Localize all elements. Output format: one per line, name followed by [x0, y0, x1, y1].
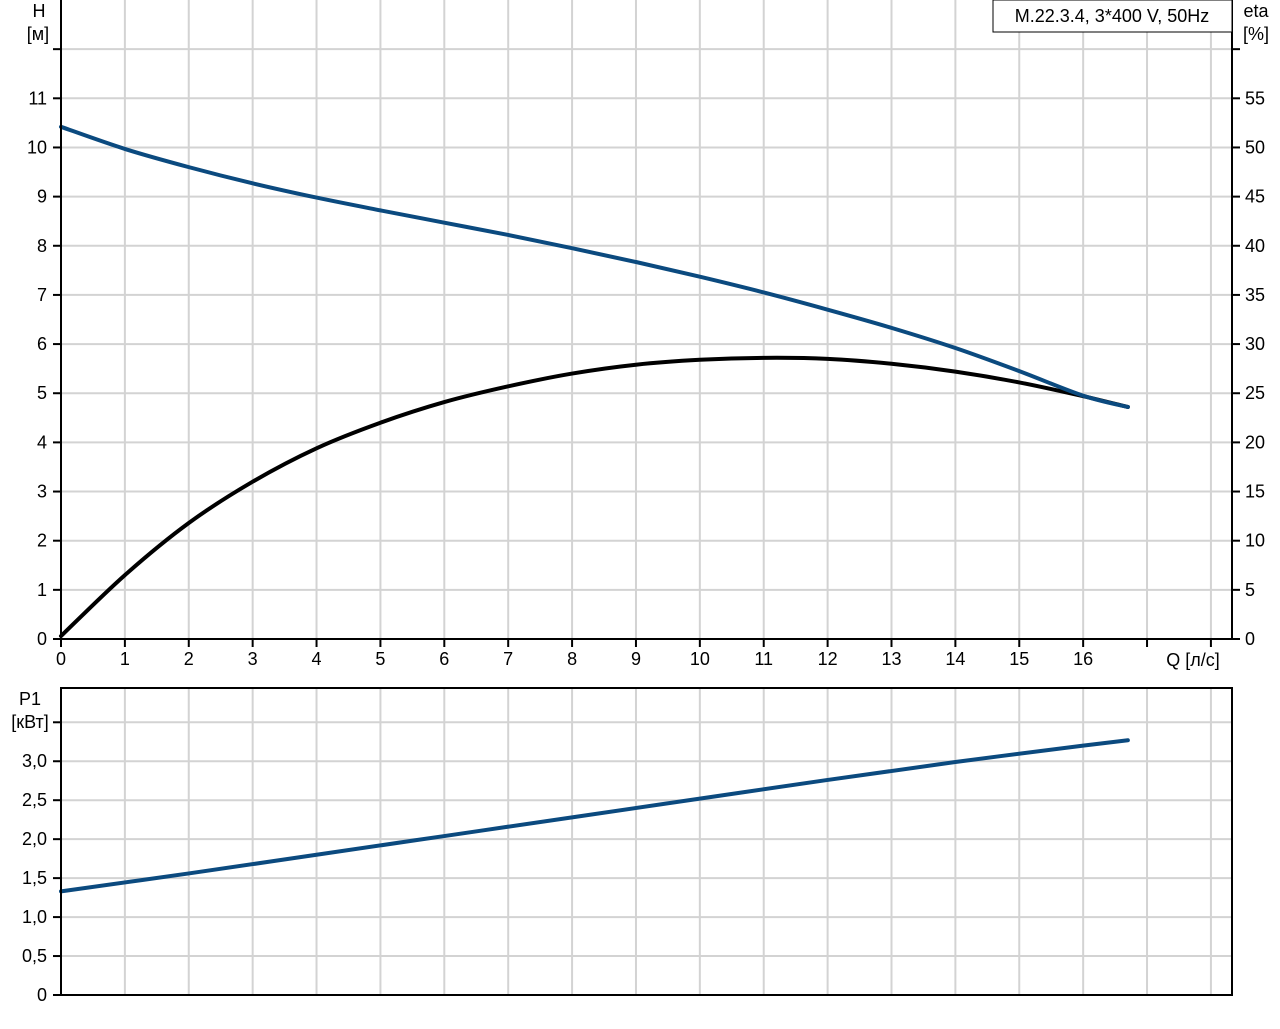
h-axis-unit: [м]: [27, 24, 49, 44]
h-tick-label: 9: [37, 187, 47, 207]
q-tick-label: 14: [945, 649, 965, 669]
eta-tick-label: 25: [1245, 383, 1265, 403]
h-tick-label: 8: [37, 236, 47, 256]
eta-tick-label: 15: [1245, 482, 1265, 502]
top-grid: [61, 0, 1232, 639]
p1-tick-label: 1,0: [22, 907, 47, 927]
h-tick-label: 3: [37, 482, 47, 502]
legend-text: M.22.3.4, 3*400 V, 50Hz: [1015, 6, 1209, 26]
h-tick-label: 6: [37, 334, 47, 354]
eta-tick-label: 0: [1245, 629, 1255, 649]
q-tick-label: 15: [1009, 649, 1029, 669]
p1-tick-label: 0: [37, 985, 47, 1005]
legend-box: [992, 0, 1233, 33]
q-axis-label: Q [л/с]: [1166, 650, 1220, 670]
p1-tick-label: 1,5: [22, 868, 47, 888]
q-tick-label: 1: [120, 649, 130, 669]
h-tick-label: 11: [28, 88, 47, 108]
eta-tick-label: 5: [1245, 580, 1255, 600]
p1-axis-unit: [кВт]: [11, 712, 49, 732]
h-tick-label: 10: [27, 137, 47, 157]
curves: [59, 124, 1130, 894]
q-tick-label: 0: [56, 649, 66, 669]
q-tick-label: 5: [375, 649, 385, 669]
eta-axis-unit: [%]: [1243, 24, 1269, 44]
p1-tick-label: 2,5: [22, 790, 47, 810]
eta-tick-label: 45: [1245, 187, 1265, 207]
head-curve: [59, 124, 1130, 409]
h-tick-label: 4: [37, 432, 47, 452]
q-tick-label: 4: [312, 649, 322, 669]
eta-tick-label: 55: [1245, 88, 1265, 108]
bottom-grid: [61, 688, 1232, 995]
h-axis-label: H: [33, 1, 46, 21]
eta-tick-label: 40: [1245, 236, 1265, 256]
h-tick-label: 1: [37, 580, 47, 600]
p1-axis-label: P1: [19, 689, 41, 709]
eta-tick-label: 50: [1245, 137, 1265, 157]
eta-tick-label: 30: [1245, 334, 1265, 354]
q-tick-label: 8: [567, 649, 577, 669]
q-tick-label: 7: [503, 649, 513, 669]
eta-tick-label: 35: [1245, 285, 1265, 305]
axes: [60, 0, 1233, 996]
q-tick-label: 16: [1073, 649, 1093, 669]
p1-tick-label: 0,5: [22, 946, 47, 966]
q-tick-label: 12: [818, 649, 838, 669]
p1-curve: [59, 738, 1130, 894]
eta-tick-label: 10: [1245, 531, 1265, 551]
q-tick-label: 13: [881, 649, 901, 669]
h-tick-label: 2: [37, 531, 47, 551]
q-tick-label: 3: [248, 649, 258, 669]
eta-axis-label: eta: [1243, 1, 1269, 21]
h-tick-label: 7: [37, 285, 47, 305]
q-tick-label: 2: [184, 649, 194, 669]
p1-tick-label: 3,0: [22, 751, 47, 771]
q-tick-label: 6: [439, 649, 449, 669]
eta-curve: [59, 355, 1130, 639]
q-tick-label: 9: [631, 649, 641, 669]
p1-tick-label: 2,0: [22, 829, 47, 849]
p1-plot-frame: [60, 687, 1233, 996]
q-tick-label: 10: [690, 649, 710, 669]
q-tick-label: 11: [754, 649, 773, 669]
h-tick-label: 5: [37, 383, 47, 403]
eta-tick-label: 20: [1245, 432, 1265, 452]
h-tick-label: 0: [37, 629, 47, 649]
